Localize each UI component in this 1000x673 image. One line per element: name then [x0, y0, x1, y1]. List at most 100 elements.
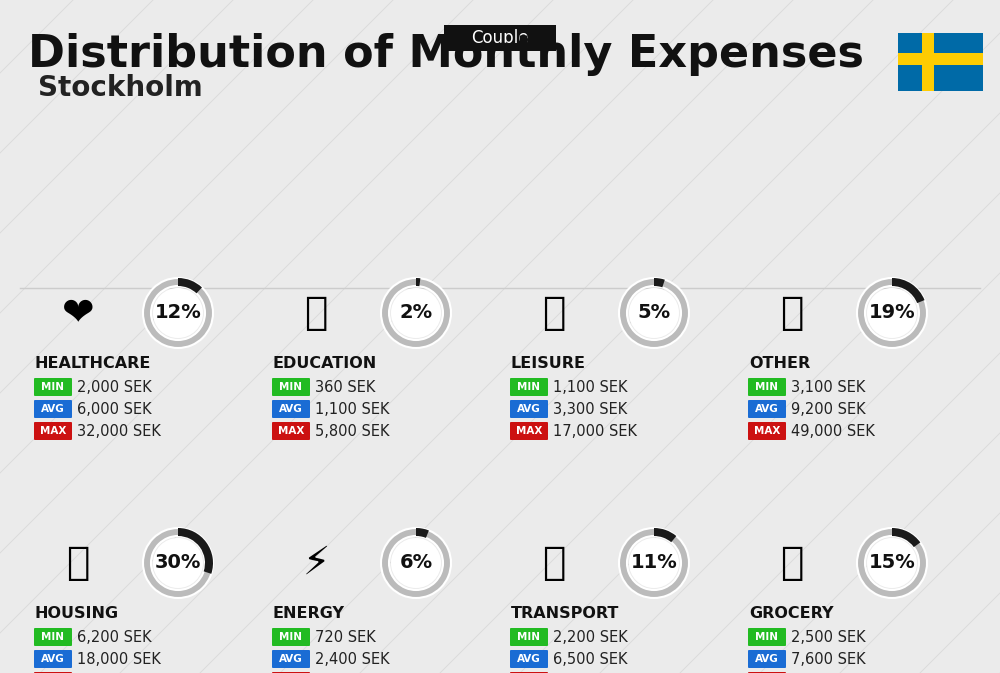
- Wedge shape: [892, 278, 925, 303]
- FancyBboxPatch shape: [748, 672, 786, 673]
- Text: 30%: 30%: [155, 553, 201, 573]
- Text: AVG: AVG: [517, 404, 541, 414]
- FancyBboxPatch shape: [748, 378, 786, 396]
- FancyBboxPatch shape: [34, 378, 72, 396]
- Text: 5%: 5%: [637, 304, 671, 322]
- Text: 1,100 SEK: 1,100 SEK: [553, 380, 628, 394]
- Circle shape: [867, 538, 917, 588]
- FancyBboxPatch shape: [748, 650, 786, 668]
- Text: 15%: 15%: [869, 553, 915, 573]
- FancyBboxPatch shape: [510, 422, 548, 440]
- Text: MAX: MAX: [40, 426, 66, 436]
- FancyBboxPatch shape: [272, 422, 310, 440]
- Wedge shape: [178, 528, 213, 574]
- FancyBboxPatch shape: [444, 25, 556, 51]
- FancyBboxPatch shape: [510, 672, 548, 673]
- Text: 🚌: 🚌: [542, 544, 566, 582]
- Text: AVG: AVG: [279, 404, 303, 414]
- Text: 32,000 SEK: 32,000 SEK: [77, 423, 161, 439]
- Circle shape: [391, 288, 441, 338]
- Text: 6,000 SEK: 6,000 SEK: [77, 402, 152, 417]
- Circle shape: [153, 538, 203, 588]
- Wedge shape: [654, 278, 665, 287]
- Text: 9,200 SEK: 9,200 SEK: [791, 402, 866, 417]
- Text: 720 SEK: 720 SEK: [315, 629, 376, 645]
- Text: HEALTHCARE: HEALTHCARE: [35, 355, 151, 371]
- Text: 7,600 SEK: 7,600 SEK: [791, 651, 866, 666]
- Text: MIN: MIN: [518, 632, 540, 642]
- Wedge shape: [143, 278, 213, 348]
- FancyBboxPatch shape: [510, 378, 548, 396]
- Wedge shape: [143, 528, 213, 598]
- FancyBboxPatch shape: [272, 672, 310, 673]
- Text: 11%: 11%: [631, 553, 677, 573]
- Text: 5,800 SEK: 5,800 SEK: [315, 423, 390, 439]
- Circle shape: [391, 538, 441, 588]
- Text: 12%: 12%: [155, 304, 201, 322]
- Text: 18,000 SEK: 18,000 SEK: [77, 651, 161, 666]
- Text: MIN: MIN: [518, 382, 540, 392]
- FancyBboxPatch shape: [34, 672, 72, 673]
- Wedge shape: [857, 278, 927, 348]
- Text: AVG: AVG: [517, 654, 541, 664]
- Text: MIN: MIN: [756, 382, 778, 392]
- Text: 🏗: 🏗: [66, 544, 90, 582]
- FancyBboxPatch shape: [272, 400, 310, 418]
- FancyBboxPatch shape: [510, 650, 548, 668]
- FancyBboxPatch shape: [510, 628, 548, 646]
- Text: Distribution of Monthly Expenses: Distribution of Monthly Expenses: [28, 34, 864, 77]
- Text: AVG: AVG: [279, 654, 303, 664]
- Wedge shape: [178, 278, 202, 293]
- FancyBboxPatch shape: [272, 650, 310, 668]
- Text: 6%: 6%: [399, 553, 433, 573]
- FancyBboxPatch shape: [34, 650, 72, 668]
- Text: 🛒: 🛒: [780, 544, 804, 582]
- Text: 3,100 SEK: 3,100 SEK: [791, 380, 865, 394]
- FancyBboxPatch shape: [748, 628, 786, 646]
- Text: MIN: MIN: [756, 632, 778, 642]
- Text: 🎓: 🎓: [304, 294, 328, 332]
- Circle shape: [867, 288, 917, 338]
- Text: LEISURE: LEISURE: [511, 355, 586, 371]
- Text: AVG: AVG: [755, 404, 779, 414]
- Wedge shape: [381, 528, 451, 598]
- Text: 1,100 SEK: 1,100 SEK: [315, 402, 390, 417]
- Text: 2,000 SEK: 2,000 SEK: [77, 380, 152, 394]
- Text: MIN: MIN: [42, 632, 64, 642]
- Bar: [898, 33, 983, 91]
- Text: 19%: 19%: [869, 304, 915, 322]
- Text: 6,200 SEK: 6,200 SEK: [77, 629, 152, 645]
- Wedge shape: [416, 528, 429, 538]
- Text: MIN: MIN: [280, 382, 302, 392]
- Bar: [922, 33, 934, 91]
- Text: AVG: AVG: [41, 404, 65, 414]
- Text: AVG: AVG: [41, 654, 65, 664]
- Wedge shape: [654, 528, 676, 542]
- Wedge shape: [619, 528, 689, 598]
- Text: 2%: 2%: [399, 304, 433, 322]
- Text: 2,400 SEK: 2,400 SEK: [315, 651, 390, 666]
- FancyBboxPatch shape: [272, 378, 310, 396]
- Text: 3,300 SEK: 3,300 SEK: [553, 402, 627, 417]
- FancyBboxPatch shape: [34, 422, 72, 440]
- Text: 🛍: 🛍: [542, 294, 566, 332]
- FancyBboxPatch shape: [510, 400, 548, 418]
- Text: HOUSING: HOUSING: [35, 606, 119, 621]
- Text: MAX: MAX: [278, 426, 304, 436]
- Text: 17,000 SEK: 17,000 SEK: [553, 423, 637, 439]
- Wedge shape: [381, 278, 451, 348]
- Text: MAX: MAX: [754, 426, 780, 436]
- Text: ENERGY: ENERGY: [273, 606, 345, 621]
- Bar: [898, 53, 983, 65]
- Circle shape: [153, 288, 203, 338]
- Text: 49,000 SEK: 49,000 SEK: [791, 423, 875, 439]
- Wedge shape: [619, 278, 689, 348]
- FancyBboxPatch shape: [34, 400, 72, 418]
- Text: AVG: AVG: [755, 654, 779, 664]
- Wedge shape: [416, 278, 420, 286]
- Text: ⚡: ⚡: [302, 544, 330, 582]
- Text: ❤: ❤: [62, 294, 94, 332]
- Text: EDUCATION: EDUCATION: [273, 355, 377, 371]
- Wedge shape: [892, 528, 920, 547]
- Text: TRANSPORT: TRANSPORT: [511, 606, 619, 621]
